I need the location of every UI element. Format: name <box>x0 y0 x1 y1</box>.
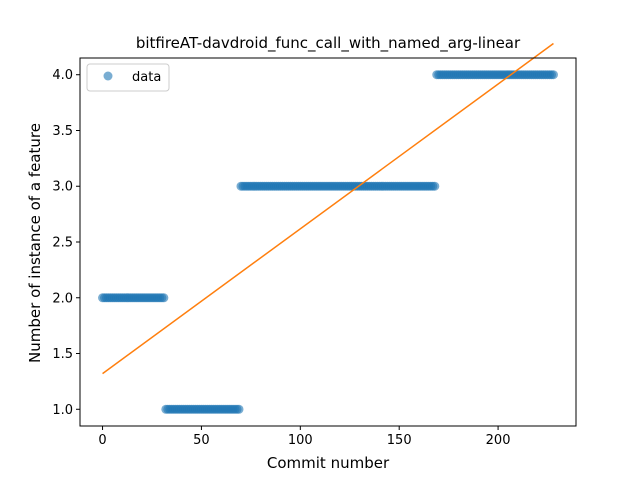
legend-label-data: data <box>132 70 161 85</box>
plot-area <box>98 42 558 414</box>
y-tick-label: 3.0 <box>52 180 73 195</box>
y-tick-label: 2.5 <box>52 236 73 251</box>
y-tick-label: 2.0 <box>52 291 73 306</box>
x-tick-label: 100 <box>288 433 313 448</box>
fit-line <box>102 42 554 375</box>
legend: data <box>86 63 170 92</box>
x-axis-label: Commit number <box>267 454 390 472</box>
legend-marker-data <box>103 71 113 81</box>
axes: 0 50 100 150 200 1.0 1.5 2.0 2.5 3.0 3.5 4.0 <box>52 57 577 448</box>
y-axis-label: Number of instance of a feature <box>26 123 44 363</box>
x-tick-label: 50 <box>193 433 210 448</box>
data-point <box>159 293 169 303</box>
y-tick-label: 1.5 <box>52 347 73 362</box>
data-point <box>430 181 440 191</box>
y-tick-label: 1.0 <box>52 403 73 418</box>
data-point <box>548 70 558 80</box>
x-tick-label: 0 <box>98 433 106 448</box>
x-tick-label: 200 <box>486 433 511 448</box>
y-tick-label: 3.5 <box>52 124 73 139</box>
x-tick-label: 150 <box>387 433 412 448</box>
y-tick-label: 4.0 <box>52 68 73 83</box>
legend-box <box>86 63 170 92</box>
data-point <box>234 404 244 414</box>
chart-title: bitfireAT-davdroid_func_call_with_named_… <box>136 34 521 53</box>
